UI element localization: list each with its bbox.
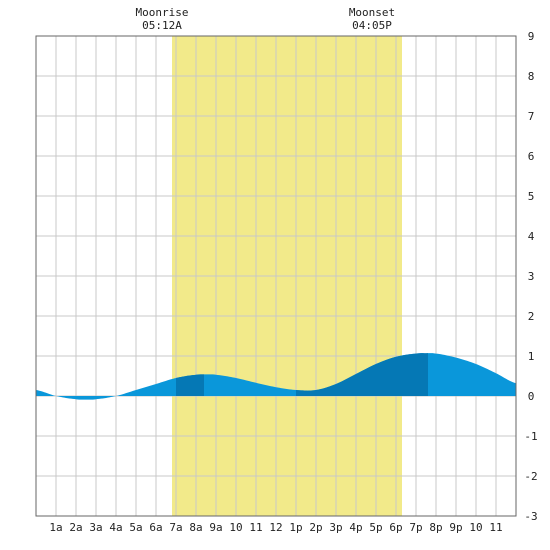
x-tick-label: 10	[229, 521, 242, 534]
y-tick-label: 9	[528, 30, 535, 43]
y-axis-tick-labels: -3 -2 -1 0 1 2 3 4 5 6 7 8 9	[524, 30, 537, 523]
x-tick-label: 1p	[289, 521, 302, 534]
x-tick-label: 5p	[369, 521, 382, 534]
y-tick-label: 3	[528, 270, 535, 283]
y-tick-label: 6	[528, 150, 535, 163]
y-tick-label: 0	[528, 390, 535, 403]
x-tick-label: 12	[269, 521, 282, 534]
x-axis-tick-labels: 1a 2a 3a 4a 5a 6a 7a 8a 9a 10 11 12 1p 2p 3p 4p 5p 6p 7p 8p…	[49, 521, 502, 534]
x-tick-label: 9a	[209, 521, 222, 534]
x-tick-label: 3p	[329, 521, 342, 534]
moonrise-label: Moonrise	[136, 6, 189, 19]
x-tick-label: 1a	[49, 521, 62, 534]
moonrise-time: 05:12A	[142, 19, 182, 32]
moonrise-annotation: Moonrise 05:12A	[136, 6, 189, 32]
y-tick-label: 1	[528, 350, 535, 363]
moonset-label: Moonset	[349, 6, 395, 19]
tide-area-dark	[176, 374, 204, 396]
y-tick-label: 4	[528, 230, 535, 243]
y-tick-label: -3	[524, 510, 537, 523]
x-tick-label: 3a	[89, 521, 102, 534]
x-tick-label: 8a	[189, 521, 202, 534]
x-tick-label: 4p	[349, 521, 362, 534]
plot-border	[35, 35, 517, 517]
grid	[36, 36, 516, 516]
y-tick-label: -1	[524, 430, 537, 443]
y-tick-label: 2	[528, 310, 535, 323]
x-tick-label: 7p	[409, 521, 422, 534]
moonset-time: 04:05P	[352, 19, 392, 32]
moonset-annotation: Moonset 04:05P	[349, 6, 395, 32]
x-tick-label: 7a	[169, 521, 182, 534]
x-tick-label: 11	[489, 521, 502, 534]
x-tick-label: 2p	[309, 521, 322, 534]
y-tick-label: -2	[524, 470, 537, 483]
tide-area	[36, 353, 516, 400]
x-tick-label: 9p	[449, 521, 462, 534]
x-tick-label: 4a	[109, 521, 122, 534]
x-tick-label: 11	[249, 521, 262, 534]
x-tick-label: 6p	[389, 521, 402, 534]
y-tick-label: 7	[528, 110, 535, 123]
x-tick-label: 8p	[429, 521, 442, 534]
x-tick-label: 10	[469, 521, 482, 534]
tide-area-dark	[296, 353, 428, 396]
y-tick-label: 8	[528, 70, 535, 83]
y-tick-label: 5	[528, 190, 535, 203]
x-tick-label: 2a	[69, 521, 82, 534]
x-tick-label: 6a	[149, 521, 162, 534]
x-tick-label: 5a	[129, 521, 142, 534]
